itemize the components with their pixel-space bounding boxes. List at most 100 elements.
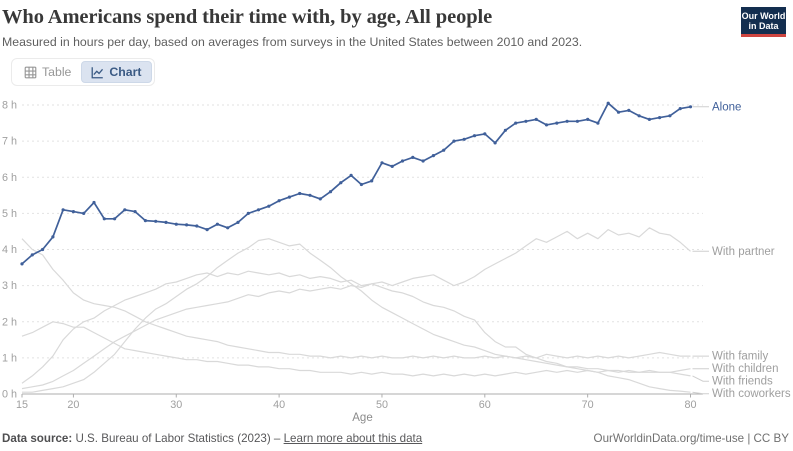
data-point-marker [20,262,24,266]
line-chart-icon [91,66,104,79]
x-tick-label: 60 [479,399,491,411]
chart-tab-label: Chart [109,65,142,79]
data-point-marker [102,217,106,221]
legend-label-alone[interactable]: Alone [712,101,741,113]
y-tick-label: 7 h [2,136,17,148]
owid-logo-text: Our World in Data [741,10,786,31]
legend-connector [692,391,709,395]
page-subtitle: Measured in hours per day, based on aver… [2,35,583,49]
data-point-marker [287,195,291,199]
data-point-marker [606,101,610,105]
x-tick-label: 15 [16,399,28,411]
x-tick-label: 70 [582,399,594,411]
page-title: Who Americans spend their time with, by … [2,6,493,28]
owid-logo-red-bar [741,33,786,37]
data-point-marker [493,141,497,145]
data-point-marker [205,228,209,232]
x-tick-label: 20 [67,399,79,411]
data-point-marker [246,211,250,215]
data-point-marker [318,197,322,201]
legend-connector [692,375,709,382]
x-tick-label: 80 [684,399,696,411]
data-point-marker [411,155,415,159]
data-point-marker [442,148,446,152]
data-point-marker [61,208,65,212]
legend-label-with-coworkers[interactable]: With coworkers [712,388,791,400]
data-point-marker [113,217,117,221]
data-point-marker [637,114,641,118]
data-point-marker [462,137,466,141]
data-point-marker [668,114,672,118]
data-point-marker [586,117,590,121]
data-point-marker [678,107,682,111]
y-tick-label: 4 h [2,244,17,256]
data-point-marker [565,119,569,123]
data-point-marker [370,179,374,183]
data-point-marker [534,117,538,121]
data-point-marker [308,193,312,197]
y-tick-label: 1 h [2,352,17,364]
legend-label-with-friends[interactable]: With friends [712,376,773,388]
x-tick-label: 40 [273,399,285,411]
y-tick-label: 6 h [2,172,17,184]
data-source-note: Data source: U.S. Bureau of Labor Statis… [2,432,422,445]
y-tick-label: 2 h [2,316,17,328]
series-line-alone [21,102,691,265]
data-point-marker [421,159,425,163]
view-toggle: Table Chart [11,58,155,86]
data-point-marker [195,224,199,228]
data-point-marker [647,117,652,121]
data-point-marker [380,161,384,165]
data-point-marker [688,105,693,109]
data-point-marker [390,164,394,168]
data-point-marker [431,154,435,158]
x-tick-label: 30 [170,399,182,411]
data-point-marker [339,181,343,185]
data-point-marker [596,121,600,125]
legend-label-with-family[interactable]: With family [712,351,768,363]
data-point-marker [298,191,302,196]
data-point-marker [185,223,189,227]
data-point-marker [616,110,621,114]
x-tick-label: 50 [376,399,388,411]
data-point-marker [627,108,631,112]
data-point-marker [400,159,405,163]
table-tab-button[interactable]: Table [14,61,81,83]
data-point-marker [41,247,45,252]
y-tick-label: 8 h [2,100,17,112]
learn-more-link[interactable]: Learn more about this data [283,432,423,445]
data-point-marker [71,210,75,214]
data-point-marker [133,210,137,214]
data-point-marker [349,173,353,177]
table-tab-label: Table [42,65,72,79]
y-tick-label: 5 h [2,208,17,220]
x-axis-title: Age [352,412,372,424]
data-point-marker [483,132,487,136]
legend-label-with-partner[interactable]: With partner [712,246,775,258]
legend-label-with-children[interactable]: With children [712,363,778,375]
data-point-marker [236,220,240,224]
data-point-marker [226,226,230,230]
owid-logo: Our World in Data [741,7,786,37]
data-source-prefix: Data source: [2,432,73,445]
chart-tab-button[interactable]: Chart [81,61,152,83]
data-point-marker [256,208,261,212]
data-point-marker [328,190,333,194]
data-point-marker [544,123,549,127]
data-point-marker [452,139,456,143]
series-line-with-children [22,238,691,393]
y-tick-label: 0 h [2,389,17,401]
data-point-marker [555,121,559,125]
series-line-with-friends [21,321,691,377]
data-point-marker [174,222,178,226]
data-point-marker [524,119,528,123]
series-line-with-coworkers [21,270,691,393]
data-point-marker [658,116,662,120]
data-point-marker [143,219,147,223]
y-tick-label: 3 h [2,280,17,292]
data-point-marker [215,222,219,226]
data-point-marker [277,199,281,203]
data-point-marker [51,235,55,239]
data-point-marker [82,211,86,215]
